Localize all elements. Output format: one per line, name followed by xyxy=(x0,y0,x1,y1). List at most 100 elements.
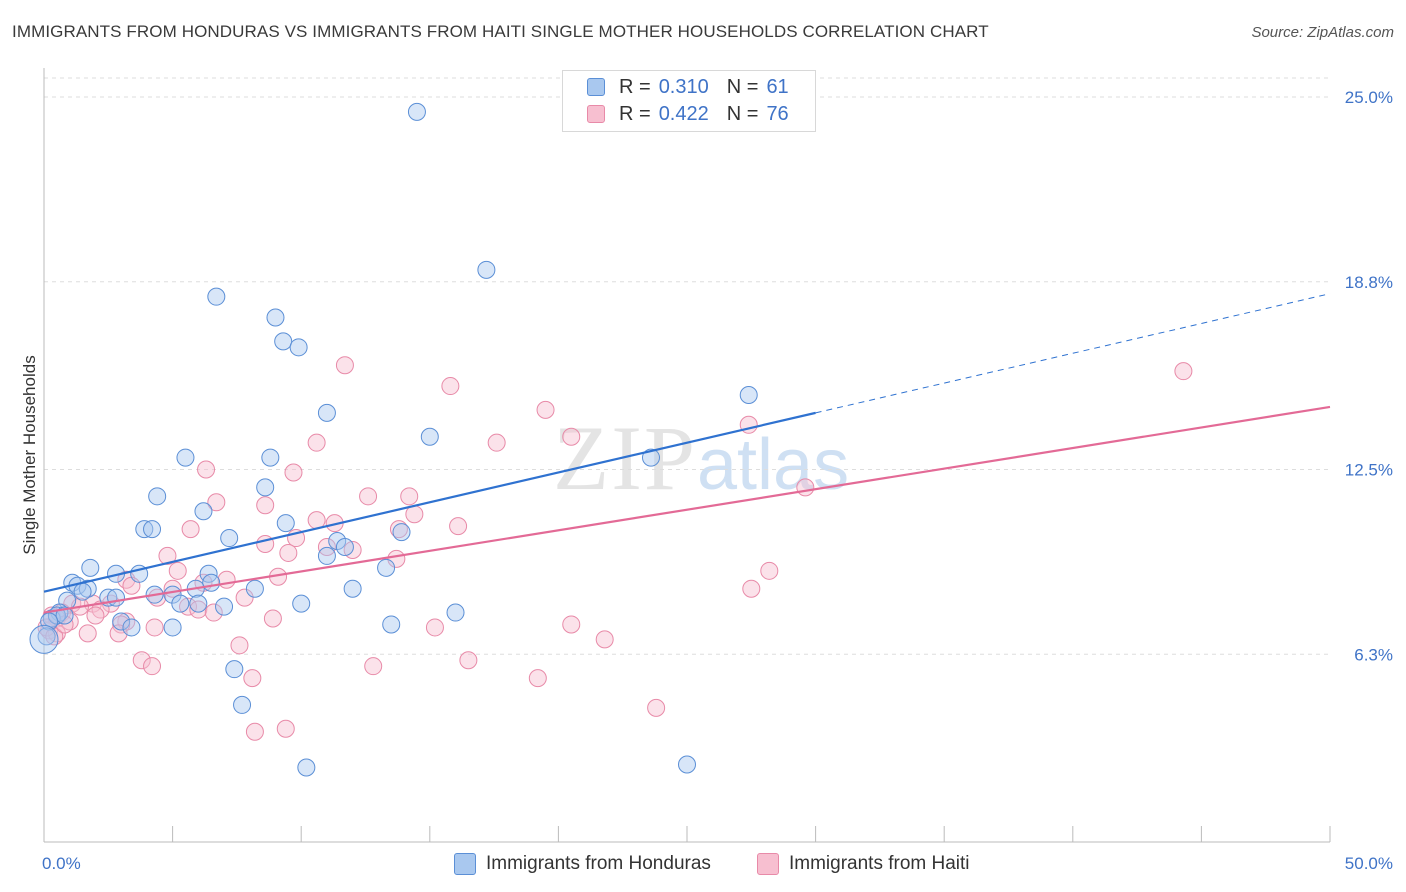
legend-n-value: 76 xyxy=(766,102,789,125)
grid-lines xyxy=(44,77,1330,655)
honduras-point xyxy=(266,308,285,327)
haiti-point xyxy=(276,719,295,738)
honduras-point xyxy=(292,594,311,613)
honduras-point xyxy=(207,287,226,306)
honduras-trend-extension xyxy=(815,293,1331,414)
haiti-point xyxy=(449,517,468,536)
haiti-point xyxy=(181,520,200,539)
haiti-point xyxy=(86,606,105,625)
haiti-point xyxy=(284,463,303,482)
haiti-points xyxy=(37,356,1193,741)
honduras-point xyxy=(261,448,280,467)
haiti-point xyxy=(760,561,779,580)
honduras-points xyxy=(29,102,758,777)
haiti-point xyxy=(197,460,216,479)
haiti-point xyxy=(78,624,97,643)
honduras-point xyxy=(37,627,56,646)
x-tick-label: 50.0% xyxy=(1345,854,1393,873)
haiti-point xyxy=(647,698,666,717)
honduras-point xyxy=(377,558,396,577)
honduras-point xyxy=(122,618,141,637)
honduras-point xyxy=(29,624,59,654)
honduras-point xyxy=(446,603,465,622)
haiti-point xyxy=(335,356,354,375)
haiti-point xyxy=(158,546,177,565)
honduras-point xyxy=(317,546,336,565)
haiti-point xyxy=(207,493,226,512)
honduras-point xyxy=(382,615,401,634)
y-tick-label: 6.3% xyxy=(1354,645,1393,664)
haiti-point xyxy=(168,561,187,580)
honduras-point xyxy=(420,427,439,446)
honduras-point xyxy=(220,529,239,548)
haiti-point xyxy=(459,651,478,670)
bottom-swatch-haiti xyxy=(757,853,779,875)
legend-row-honduras: R = 0.310 N = 61 xyxy=(587,75,789,99)
haiti-point xyxy=(235,588,254,607)
x-tick-labels: 0.0% 50.0% xyxy=(42,854,1393,873)
haiti-point xyxy=(263,609,282,628)
honduras-point xyxy=(276,514,295,533)
bottom-legend-honduras: Immigrants from Honduras xyxy=(454,852,711,876)
haiti-point xyxy=(245,722,264,741)
haiti-point xyxy=(528,669,547,688)
haiti-point xyxy=(189,600,208,619)
legend-r-value: 0.310 xyxy=(658,75,709,98)
haiti-point xyxy=(217,570,236,589)
watermark-sub: atlas xyxy=(697,425,850,505)
honduras-point xyxy=(143,520,162,539)
bottom-legend-haiti: Immigrants from Haiti xyxy=(757,852,970,876)
honduras-point xyxy=(107,588,126,607)
chart-title: IMMIGRANTS FROM HONDURAS VS IMMIGRANTS F… xyxy=(12,22,989,41)
haiti-point xyxy=(132,651,151,670)
honduras-point xyxy=(78,579,97,598)
honduras-point xyxy=(641,448,660,467)
honduras-point xyxy=(289,338,308,357)
haiti-point xyxy=(742,579,761,598)
honduras-point xyxy=(392,523,411,542)
haiti-point xyxy=(441,377,460,396)
honduras-point xyxy=(148,487,167,506)
legend-n-label: N = xyxy=(726,75,759,98)
x-tick-label: 0.0% xyxy=(42,854,81,873)
honduras-point xyxy=(343,579,362,598)
haiti-point xyxy=(425,618,444,637)
honduras-point xyxy=(112,612,131,631)
haiti-point xyxy=(359,487,378,506)
bottom-legend-honduras-label: Immigrants from Honduras xyxy=(486,853,711,874)
haiti-point xyxy=(204,603,223,622)
honduras-point xyxy=(202,573,221,592)
legend: R = 0.310 N = 61 R = 0.422 N = 76 xyxy=(562,70,816,132)
haiti-point xyxy=(796,478,815,497)
honduras-point xyxy=(55,606,74,625)
honduras-point xyxy=(73,582,92,601)
honduras-point xyxy=(81,558,100,577)
honduras-point xyxy=(678,755,696,774)
haiti-point xyxy=(389,520,408,539)
honduras-point xyxy=(176,448,195,467)
legend-r-label: R = xyxy=(619,102,651,125)
y-tick-labels: 6.3% 12.5% 18.8% 25.0% xyxy=(1345,88,1393,664)
legend-row-haiti: R = 0.422 N = 76 xyxy=(587,102,789,126)
honduras-point xyxy=(135,520,154,539)
legend-swatch-haiti xyxy=(587,105,605,123)
honduras-point xyxy=(317,403,336,422)
honduras-point xyxy=(233,695,252,714)
axes xyxy=(43,68,1330,843)
y-tick-label: 12.5% xyxy=(1345,461,1393,480)
x-tick-marks xyxy=(43,826,1331,842)
honduras-point xyxy=(245,579,264,598)
honduras-point xyxy=(256,478,275,497)
y-axis-label: Single Mother Households xyxy=(20,355,39,554)
honduras-point xyxy=(194,502,213,521)
honduras-point xyxy=(225,660,244,679)
haiti-point xyxy=(595,630,614,649)
legend-r-value: 0.422 xyxy=(658,102,709,125)
haiti-point xyxy=(256,496,275,515)
honduras-point xyxy=(335,537,354,556)
haiti-point xyxy=(487,433,506,452)
haiti-point xyxy=(1174,362,1193,381)
haiti-point xyxy=(143,657,162,676)
legend-swatch-honduras xyxy=(587,78,605,96)
legend-n-label: N = xyxy=(726,102,759,125)
